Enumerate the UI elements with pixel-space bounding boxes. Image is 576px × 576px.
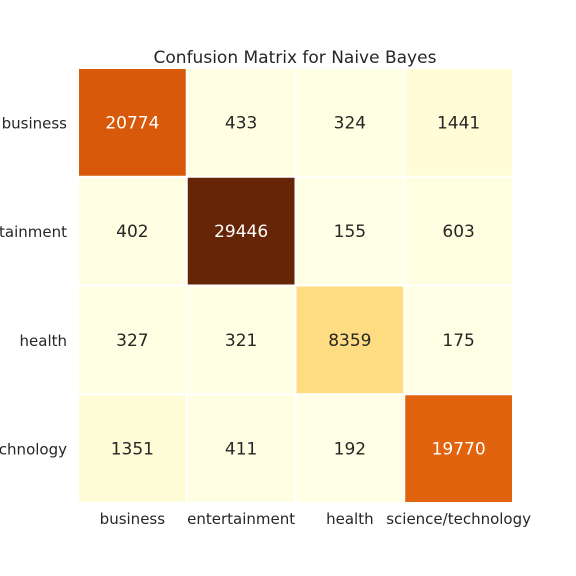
x-tick-label-3: science/technology <box>386 510 531 528</box>
y-tick-label-1: entertainment <box>0 223 67 241</box>
x-tick-label-2: health <box>326 510 373 528</box>
cell-value-r2-c2: 8359 <box>328 331 371 351</box>
heatmap-cell-r1-c0 <box>79 177 186 285</box>
heatmap-cell-r2-c0 <box>79 286 186 394</box>
heatmap-cell-r0-c1 <box>187 69 295 176</box>
y-tick-label-0: business <box>2 114 68 132</box>
cell-value-r2-c3: 175 <box>442 331 474 351</box>
heatmap-cell-r3-c2 <box>296 395 404 502</box>
heatmap-cell-r0-c2 <box>296 69 404 176</box>
heatmap-cells <box>79 69 512 502</box>
heatmap-cell-r1-c1 <box>187 177 295 285</box>
cell-value-r3-c3: 19770 <box>432 440 486 460</box>
y-tick-label-3: science/technology <box>0 441 67 459</box>
x-tick-label-1: entertainment <box>187 510 295 528</box>
cell-value-r1-c0: 402 <box>116 222 148 242</box>
heatmap-cell-r2-c3 <box>405 286 512 394</box>
x-axis-tick-labels: business entertainment health science/techn… <box>100 510 531 528</box>
cell-value-r1-c1: 29446 <box>214 222 268 242</box>
y-tick-label-2: health <box>20 332 67 350</box>
cell-value-r2-c1: 321 <box>225 331 257 351</box>
cell-value-r3-c2: 192 <box>334 440 366 460</box>
chart-title: Confusion Matrix for Naive Bayes <box>154 48 437 68</box>
heatmap-cell-r3-c1 <box>187 395 295 502</box>
heatmap-cell-r2-c2 <box>296 286 404 394</box>
y-axis-tick-labels: business entertainment health science/techn… <box>0 114 67 458</box>
cell-value-r0-c1: 433 <box>225 113 257 133</box>
heatmap-cell-r2-c1 <box>187 286 295 394</box>
cell-value-r2-c0: 327 <box>116 331 148 351</box>
cell-value-r3-c1: 411 <box>225 440 257 460</box>
cell-value-r1-c3: 603 <box>442 222 474 242</box>
cell-value-r3-c0: 1351 <box>111 440 154 460</box>
heatmap-annotations: 20774 433 324 1441 402 29446 155 603 327 321 8359 1… <box>105 113 485 459</box>
heatmap-cell-r1-c3 <box>405 177 512 285</box>
heatmap-cell-r0-c3 <box>405 69 512 176</box>
heatmap-cell-r1-c2 <box>296 177 404 285</box>
cell-value-r0-c0: 20774 <box>105 113 159 133</box>
cell-value-r1-c2: 155 <box>334 222 366 242</box>
x-tick-label-0: business <box>100 510 166 528</box>
heatmap-cell-r3-c0 <box>79 395 186 502</box>
cell-value-r0-c2: 324 <box>334 113 366 133</box>
heatmap-cell-r0-c0 <box>79 69 186 176</box>
heatmap-cell-r3-c3 <box>405 395 512 502</box>
cell-value-r0-c3: 1441 <box>437 113 480 133</box>
